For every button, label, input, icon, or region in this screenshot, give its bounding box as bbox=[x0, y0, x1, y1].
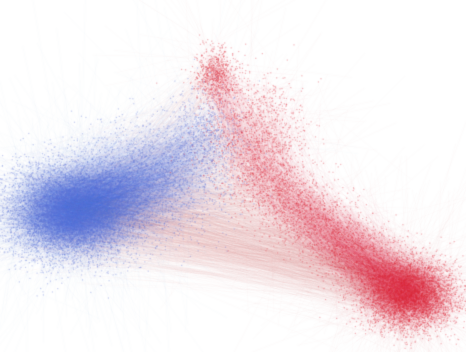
network-visualization bbox=[0, 0, 466, 352]
network-graph-canvas bbox=[0, 0, 466, 352]
